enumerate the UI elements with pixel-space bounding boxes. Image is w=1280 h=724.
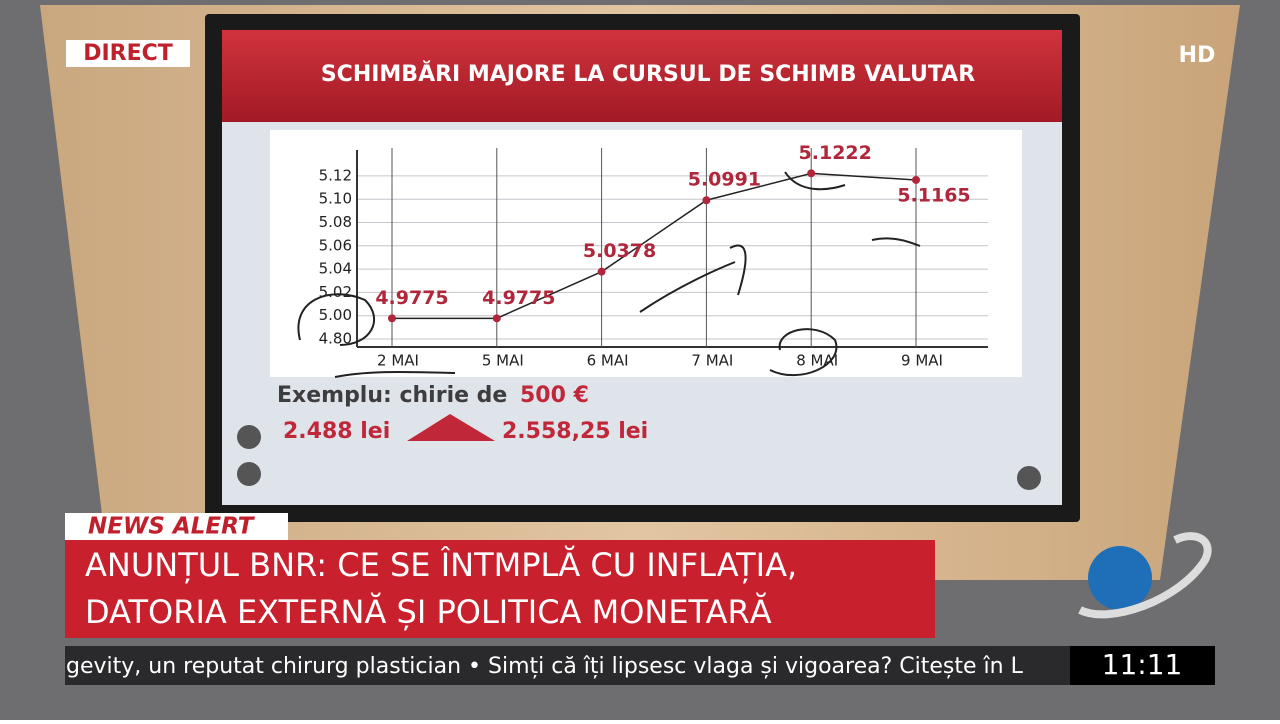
ticker-bar [65, 646, 1070, 685]
point [702, 196, 711, 205]
news-label-box [65, 513, 288, 540]
y-tick-label: 5.08 [319, 213, 352, 231]
screen-title: SCHIMBĂRI MAJORE LA CURSUL DE SCHIMB VAL… [321, 61, 975, 87]
example-amount: 500 € [520, 383, 589, 408]
chart-panel [270, 130, 1022, 377]
clock-box [1070, 646, 1215, 685]
y-tick-label: 5.04 [319, 260, 352, 278]
tool-button[interactable] [1017, 466, 1041, 490]
price-before: 2.488 lei [283, 419, 390, 444]
live-label: DIRECT [83, 41, 173, 66]
x-tick-label: 2 MAI [377, 352, 419, 370]
x-tick-label: 6 MAI [587, 352, 629, 370]
y-tick-label: 5.02 [319, 283, 352, 301]
clock: 11:11 [1102, 648, 1183, 681]
live-badge [66, 40, 190, 67]
menu-button[interactable] [237, 462, 261, 486]
x-tick-label: 7 MAI [691, 352, 733, 370]
news-label: NEWS ALERT [88, 514, 256, 540]
close-button[interactable] [237, 425, 261, 449]
data-label: 5.1222 [799, 142, 872, 164]
price-after: 2.558,25 lei [502, 419, 648, 444]
data-label: 4.9775 [375, 287, 448, 309]
example-text: Exemplu: chirie de [277, 383, 507, 408]
y-tick-label: 5.00 [319, 306, 352, 324]
ticker-text: gevity, un reputat chirurg plastician • … [66, 654, 1024, 679]
up-arrow [407, 414, 495, 441]
headline-line: ANUNȚUL BNR: CE SE ÎNTMPLĂ CU INFLAȚIA, [85, 545, 797, 584]
quality-label: HD [1179, 43, 1216, 68]
annotations [297, 171, 921, 378]
data-label: 4.9775 [482, 287, 555, 309]
headline-line: DATORIA EXTERNĂ ȘI POLITICA MONETARĂ [85, 592, 772, 631]
point [388, 314, 396, 323]
point [807, 169, 816, 178]
headline-box [65, 540, 935, 638]
x-tick-label: 9 MAI [901, 352, 943, 370]
point [492, 314, 501, 323]
y-tick-label: 5.12 [319, 166, 352, 184]
y-tick-label: 4.80 [319, 330, 352, 348]
y-tick-label: 5.10 [319, 190, 352, 208]
data-label: 5.0991 [688, 169, 761, 191]
data-label: 5.0378 [583, 240, 656, 262]
data-label: 5.1165 [897, 184, 970, 206]
line [392, 172, 917, 320]
point [912, 175, 920, 184]
x-tick-label: 5 MAI [482, 352, 524, 370]
channel-logo [1078, 532, 1212, 619]
point [597, 267, 606, 276]
y-tick-label: 5.06 [319, 236, 352, 254]
x-tick-label: 8 MAI [796, 352, 838, 370]
title-bar [222, 30, 1062, 122]
